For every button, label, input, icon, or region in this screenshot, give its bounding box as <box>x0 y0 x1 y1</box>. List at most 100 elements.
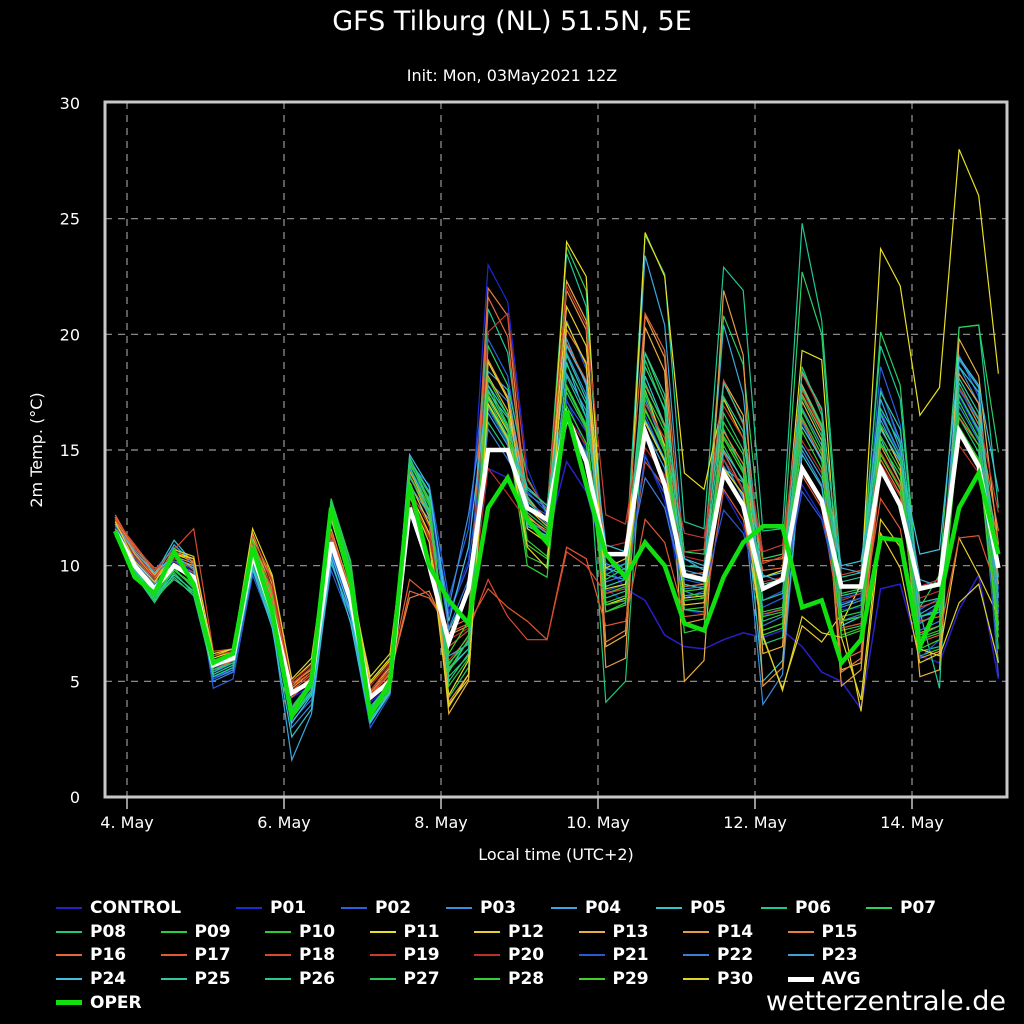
legend-label: P12 <box>508 921 545 942</box>
legend-item-p30: P30 <box>683 967 753 991</box>
legend-item-p11: P11 <box>369 920 440 944</box>
chart-subtitle: Init: Mon, 03May2021 12Z <box>406 66 618 85</box>
series-line-p18 <box>114 371 999 697</box>
legend-label: AVG <box>821 969 861 990</box>
legend-swatch <box>265 954 291 957</box>
legend-swatch <box>578 978 605 981</box>
series-line-p19 <box>114 283 999 693</box>
legend-swatch <box>683 930 709 933</box>
legend-swatch <box>787 976 814 982</box>
x-axis-label: Local time (UTC+2) <box>478 845 634 864</box>
legend-label: P10 <box>299 921 336 942</box>
y-tick-label: 0 <box>70 788 80 807</box>
x-tick-label: 6. May <box>257 813 310 832</box>
legend-swatch <box>656 907 682 909</box>
legend-item-p07: P07 <box>866 896 936 920</box>
legend-item-p29: P29 <box>578 967 649 991</box>
legend-item-p02: P02 <box>341 896 411 920</box>
legend-swatch <box>160 930 187 933</box>
legend-label: P05 <box>690 898 727 918</box>
legend-swatch <box>265 978 291 981</box>
legend-label: P21 <box>612 945 649 966</box>
legend-label: P29 <box>612 969 649 990</box>
legend-item-p25: P25 <box>160 967 231 991</box>
legend-swatch <box>474 954 500 957</box>
legend-label: P13 <box>612 921 649 942</box>
legend-label: P22 <box>717 945 754 966</box>
legend-item-p19: P19 <box>369 943 440 967</box>
legend-label: P23 <box>821 945 858 966</box>
legend-label: OPER <box>90 992 142 1013</box>
chart-title: GFS Tilburg (NL) 51.5N, 5E <box>332 6 692 37</box>
y-tick-label: 25 <box>60 210 80 229</box>
legend-item-oper: OPER <box>56 991 142 1015</box>
legend-item-p22: P22 <box>683 943 753 967</box>
legend-item-p05: P05 <box>656 896 726 920</box>
legend-swatch <box>683 954 709 957</box>
legend-item-p09: P09 <box>160 920 231 944</box>
legend-swatch <box>160 978 187 981</box>
watermark: wetterzentrale.de <box>765 986 1006 1017</box>
x-axis: 4. May 6. May 8. May 10. May 12. May 14. May <box>100 797 944 832</box>
legend-item-p08: P08 <box>56 920 126 944</box>
y-tick-label: 20 <box>60 325 80 344</box>
legend-swatch <box>160 954 187 957</box>
legend-item-p17: P17 <box>160 943 231 967</box>
legend-label: CONTROL <box>90 898 182 918</box>
y-tick-label: 30 <box>60 94 80 113</box>
legend-item-p03: P03 <box>446 896 516 920</box>
legend-label: P27 <box>403 969 440 990</box>
legend-swatch <box>236 907 262 909</box>
legend-label: P17 <box>194 945 231 966</box>
legend-swatch <box>578 930 605 933</box>
legend-item-p06: P06 <box>761 896 831 920</box>
legend-label: P25 <box>194 969 231 990</box>
legend-swatch <box>56 954 82 957</box>
legend-swatch <box>56 1000 82 1006</box>
legend-item-p26: P26 <box>265 967 335 991</box>
x-tick-label: 10. May <box>566 813 630 832</box>
legend-swatch <box>578 954 605 957</box>
legend-label: P08 <box>90 921 127 942</box>
x-tick-label: 14. May <box>880 813 944 832</box>
legend-label: P18 <box>299 945 336 966</box>
series-line-p30 <box>114 320 999 709</box>
y-tick-label: 10 <box>60 557 80 576</box>
y-tick-label: 5 <box>70 672 80 691</box>
legend-label: P24 <box>90 969 127 990</box>
legend-item-p01: P01 <box>236 896 306 920</box>
legend-swatch <box>787 954 814 957</box>
legend-item-p21: P21 <box>578 943 649 967</box>
legend-label: P09 <box>194 921 231 942</box>
x-tick-label: 4. May <box>100 813 153 832</box>
legend-item-p10: P10 <box>265 920 335 944</box>
legend-label: P07 <box>900 898 937 918</box>
legend-label: P02 <box>375 898 412 918</box>
series-layer <box>113 149 1001 763</box>
legend-item-p14: P14 <box>683 920 753 944</box>
legend-swatch <box>787 930 814 933</box>
legend-item-p18: P18 <box>265 943 335 967</box>
legend-label: P11 <box>403 921 440 942</box>
legend-swatch <box>56 907 82 909</box>
plot-frame <box>103 100 1009 799</box>
legend-label: P20 <box>508 945 545 966</box>
legend-label: P14 <box>717 921 754 942</box>
legend-swatch <box>369 978 396 981</box>
legend-swatch <box>474 930 500 933</box>
legend-swatch <box>551 907 577 909</box>
x-tick-label: 8. May <box>414 813 467 832</box>
legend-item-p24: P24 <box>56 967 126 991</box>
legend-label: P19 <box>403 945 440 966</box>
legend-item-p20: P20 <box>474 943 544 967</box>
legend-item-p04: P04 <box>551 896 621 920</box>
legend-item-p15: P15 <box>787 920 858 944</box>
legend-swatch <box>683 978 709 981</box>
legend-item-control: CONTROL <box>56 896 181 920</box>
legend-label: P28 <box>508 969 545 990</box>
legend-item-p12: P12 <box>474 920 544 944</box>
y-axis-label: 2m Temp. (°C) <box>27 392 46 507</box>
legend-swatch <box>866 907 892 909</box>
series-line-p14 <box>114 288 999 704</box>
